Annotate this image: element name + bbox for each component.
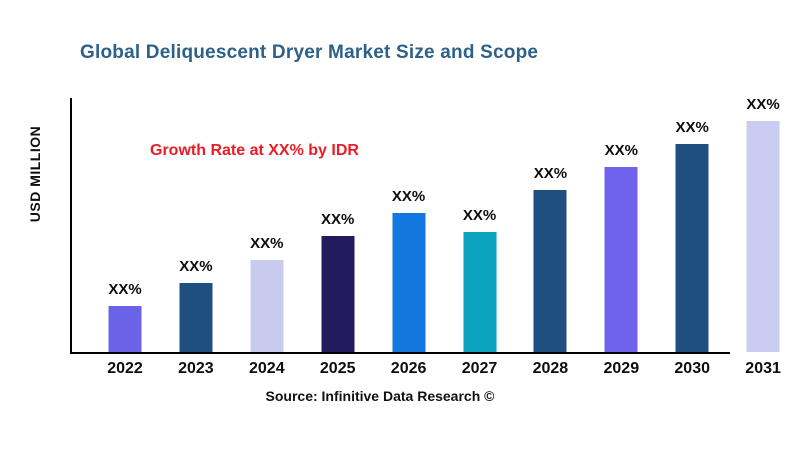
bar-group-2031: XX% 2031 <box>726 96 800 377</box>
bar-group-2025: XX% 2025 <box>301 98 375 377</box>
bar-2031 <box>746 121 780 352</box>
bar-2030 <box>675 144 709 352</box>
bar-group-2022: XX% 2022 <box>88 98 162 377</box>
bar-2023 <box>179 283 213 352</box>
bar-value-label: XX% <box>746 96 780 113</box>
x-axis-line <box>70 352 730 354</box>
bar-value-label: XX% <box>108 281 142 298</box>
bar-2028 <box>533 190 567 352</box>
x-tick-label: 2029 <box>603 360 640 377</box>
bar-value-label: XX% <box>462 207 497 224</box>
y-axis-line <box>70 98 72 354</box>
bar-group-2026: XX% 2026 <box>372 98 446 377</box>
bar-2025 <box>321 236 355 352</box>
bar-2029 <box>604 167 638 352</box>
bar-group-2023: XX% 2023 <box>159 98 233 377</box>
x-tick-label: 2022 <box>107 360 143 377</box>
x-tick-label: 2026 <box>390 360 427 377</box>
bar-value-label: XX% <box>179 258 213 275</box>
x-tick-label: 2030 <box>674 360 710 377</box>
bar-group-2028: XX% 2028 <box>513 98 587 377</box>
growth-rate-annotation: Growth Rate at XX% by IDR <box>150 142 359 159</box>
x-tick-label: 2031 <box>745 360 781 377</box>
x-tick-label: 2027 <box>461 360 498 377</box>
plot-area: Growth Rate at XX% by IDR XX% 2022 XX% 2023… <box>70 96 790 377</box>
bar-value-label: XX% <box>321 211 355 228</box>
bar-2024 <box>250 260 284 352</box>
bar-group-2029: XX% 2029 <box>584 98 658 377</box>
bar-value-label: XX% <box>391 188 426 205</box>
bar-2026 <box>392 213 426 352</box>
source-text: Source: Infinitive Data Research © <box>265 388 495 404</box>
bar-group-2024: XX% 2024 <box>230 98 304 377</box>
bar-group-2030: XX% 2030 <box>655 98 729 377</box>
bar-value-label: XX% <box>250 235 284 252</box>
bar-group-2027: XX% 2027 <box>443 98 517 377</box>
x-tick-label: 2023 <box>178 360 214 377</box>
bar-2027 <box>463 232 496 352</box>
y-axis-label: USD MILLION <box>27 125 43 223</box>
x-tick-label: 2025 <box>319 360 356 377</box>
bar-value-label: XX% <box>533 165 568 182</box>
bar-2022 <box>108 306 142 352</box>
bar-value-label: XX% <box>604 142 638 159</box>
x-tick-label: 2028 <box>532 360 569 377</box>
x-tick-label: 2024 <box>249 360 285 377</box>
bar-value-label: XX% <box>675 119 709 136</box>
page-title: Global Deliquescent Dryer Market Size an… <box>80 42 539 63</box>
